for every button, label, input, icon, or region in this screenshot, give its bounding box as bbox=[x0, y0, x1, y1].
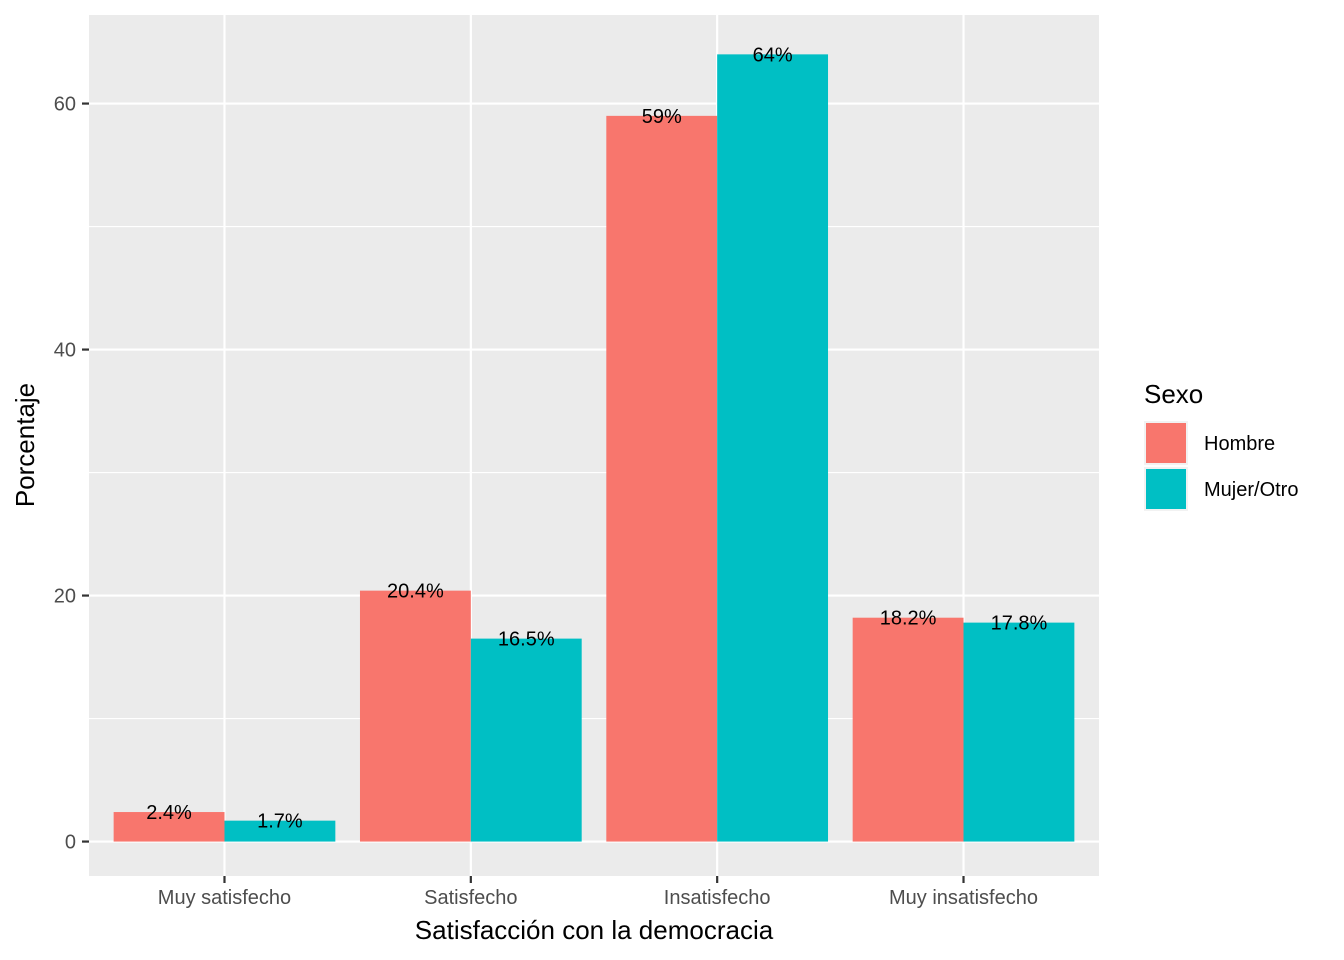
legend-title: Sexo bbox=[1144, 379, 1203, 409]
x-axis: Muy satisfecho Satisfecho Insatisfecho Muy … bbox=[158, 876, 1038, 909]
y-tick-label: 20 bbox=[54, 586, 76, 608]
data-label: 17.8% bbox=[991, 613, 1048, 635]
bar bbox=[717, 54, 829, 842]
bar bbox=[113, 812, 225, 842]
legend-label: Mujer/Otro bbox=[1204, 479, 1298, 501]
bar bbox=[470, 638, 582, 842]
x-tick-label: Muy insatisfecho bbox=[889, 887, 1038, 909]
x-tick-label: Muy satisfecho bbox=[158, 887, 291, 909]
bar bbox=[963, 622, 1075, 842]
bar bbox=[852, 617, 964, 842]
x-tick-label: Satisfecho bbox=[424, 887, 517, 909]
data-label: 1.7% bbox=[257, 811, 303, 833]
legend-key bbox=[1146, 469, 1186, 509]
data-label: 18.2% bbox=[880, 608, 937, 630]
y-axis-title: Porcentaje bbox=[10, 383, 40, 507]
bars bbox=[113, 54, 1075, 842]
data-label: 2.4% bbox=[146, 802, 192, 824]
bar bbox=[224, 820, 336, 842]
bar bbox=[606, 115, 718, 842]
x-tick-label: Insatisfecho bbox=[664, 887, 771, 909]
data-label: 16.5% bbox=[498, 629, 555, 651]
legend-label: Hombre bbox=[1204, 433, 1275, 455]
legend-key bbox=[1146, 423, 1186, 463]
bar bbox=[359, 590, 471, 842]
data-label: 20.4% bbox=[387, 581, 444, 603]
data-label: 64% bbox=[753, 44, 793, 66]
y-axis: 0 20 40 60 bbox=[54, 94, 89, 854]
y-tick-label: 60 bbox=[54, 94, 76, 116]
data-labels: 2.4% 20.4% 59% 18.2% 1.7% 16.5% 64% 17.8% bbox=[146, 44, 1047, 832]
y-tick-label: 40 bbox=[54, 340, 76, 362]
y-tick-label: 0 bbox=[65, 832, 76, 854]
data-label: 59% bbox=[642, 106, 682, 128]
x-axis-title: Satisfacción con la democracia bbox=[415, 915, 774, 945]
legend: Sexo Hombre Mujer/Otro bbox=[1144, 379, 1298, 511]
